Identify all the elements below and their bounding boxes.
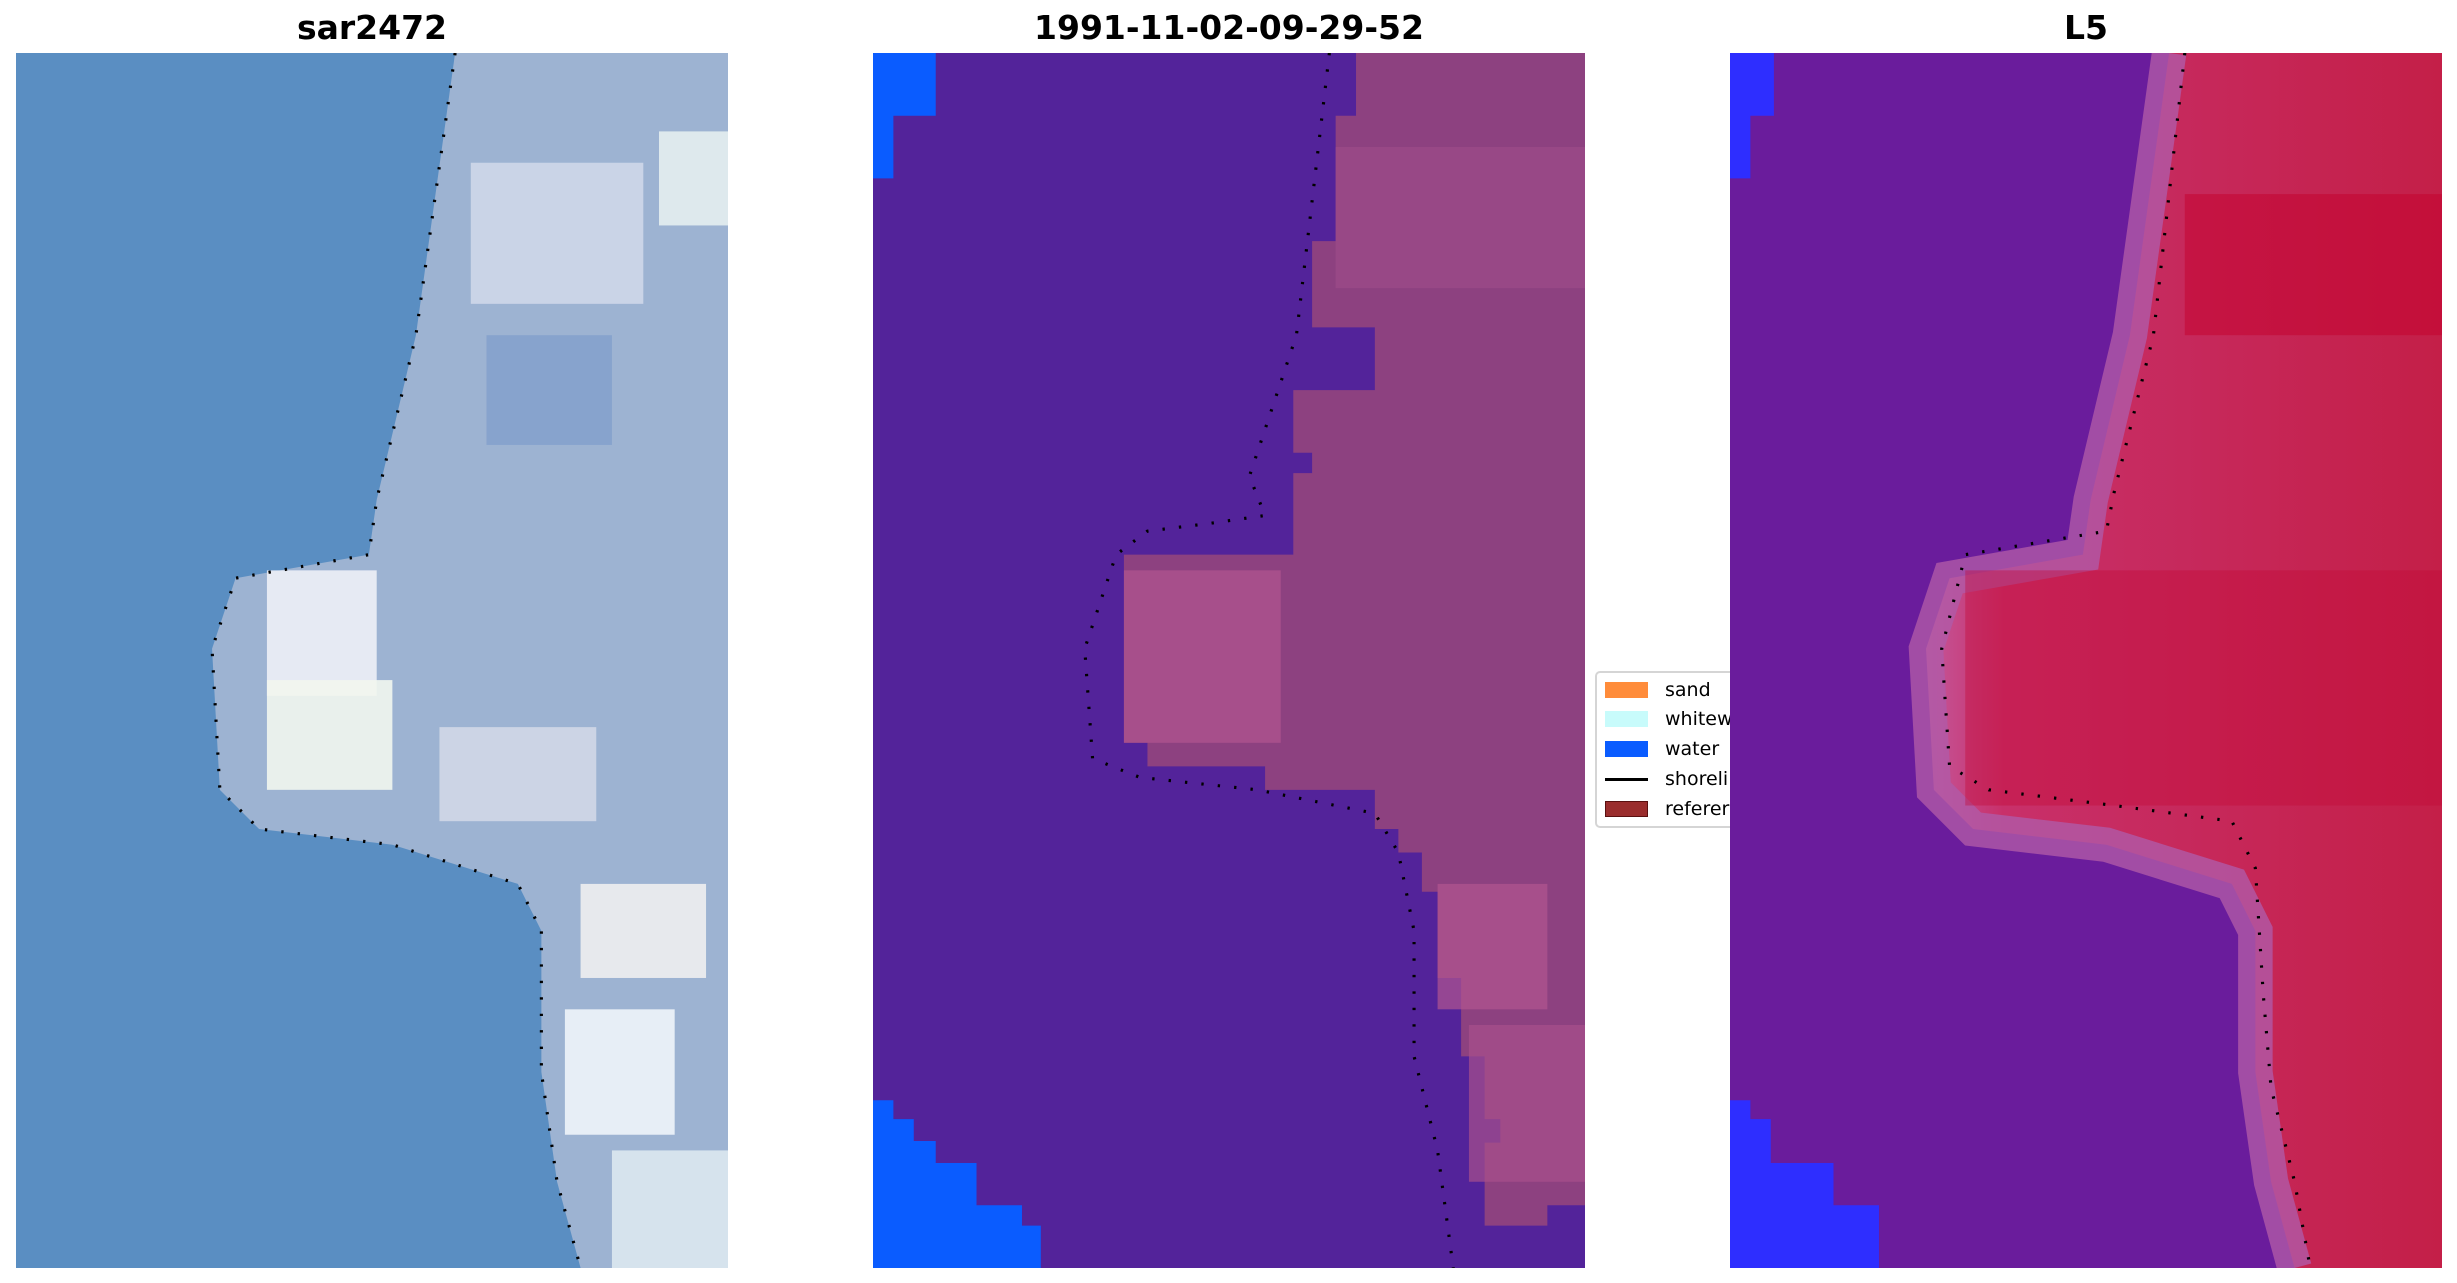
legend-label: referer bbox=[1665, 798, 1730, 820]
reference-swatch bbox=[1605, 801, 1648, 817]
panel-title-rgb: sar2472 bbox=[296, 8, 448, 47]
legend-item-sand: sand bbox=[1605, 677, 1711, 703]
legend-label: shoreli bbox=[1665, 768, 1729, 790]
index-panel bbox=[1730, 53, 2442, 1268]
legend-label: sand bbox=[1665, 679, 1711, 701]
water-swatch bbox=[1605, 741, 1648, 757]
panel-title-index: L5 bbox=[2064, 8, 2108, 47]
legend-item-reference: referer bbox=[1605, 796, 1729, 822]
legend-item-whitewater: whitew bbox=[1605, 706, 1733, 732]
rgb-image-panel bbox=[16, 53, 728, 1268]
legend-item-shoreline: shoreli bbox=[1605, 766, 1728, 792]
panel-title-classification: 1991-11-02-09-29-52 bbox=[1034, 8, 1424, 47]
legend-label: whitew bbox=[1665, 708, 1733, 730]
shoreline-line-icon bbox=[1605, 777, 1648, 781]
legend-label: water bbox=[1665, 738, 1720, 760]
whitewater-swatch bbox=[1605, 711, 1648, 727]
sand-swatch bbox=[1605, 682, 1648, 698]
legend-item-water: water bbox=[1605, 736, 1719, 762]
classification-panel bbox=[873, 53, 1585, 1268]
